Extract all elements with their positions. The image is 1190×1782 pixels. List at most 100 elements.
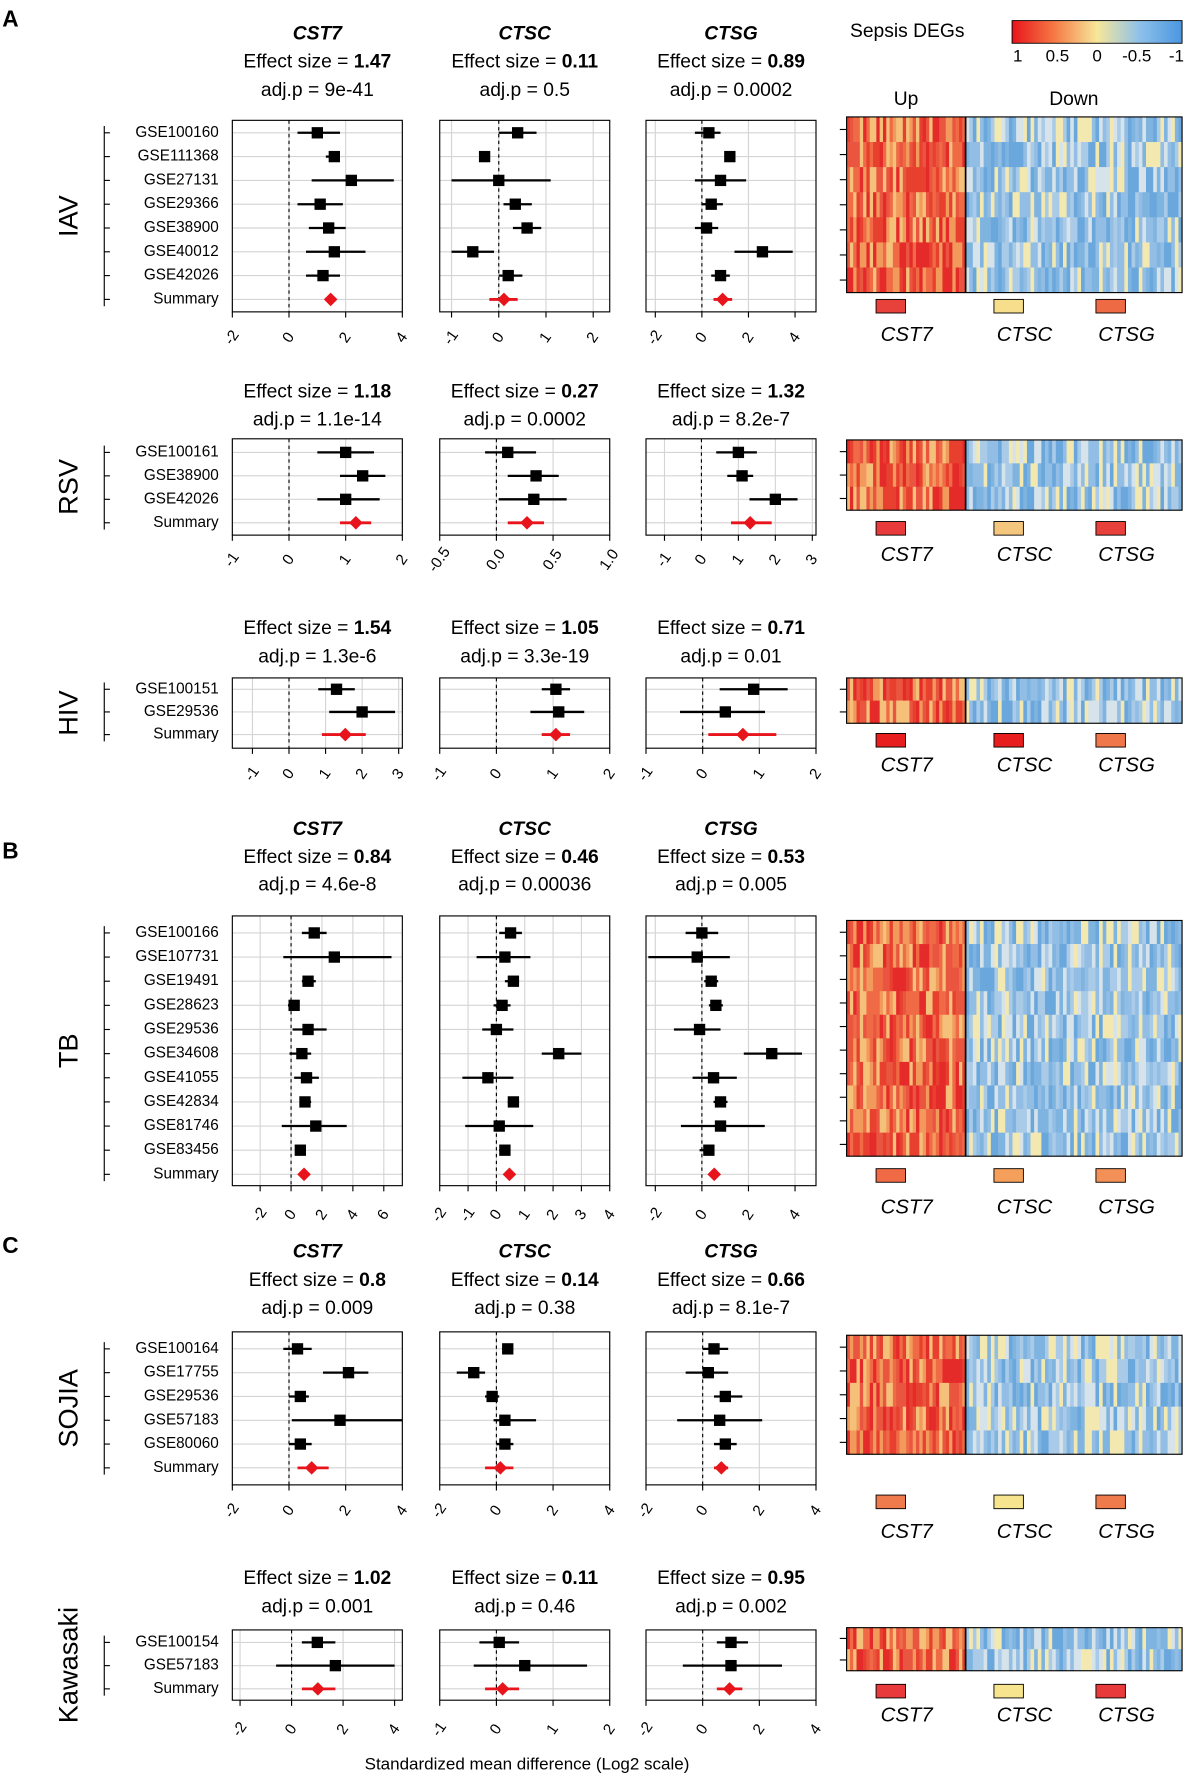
heatmap-cell bbox=[1084, 1038, 1089, 1063]
heatmap-cell bbox=[1117, 1132, 1122, 1157]
summary-label: Summary bbox=[153, 290, 219, 307]
heatmap-cell bbox=[1138, 677, 1143, 701]
heatmap-cell bbox=[1174, 1406, 1179, 1431]
heatmap-cell bbox=[1059, 463, 1064, 488]
heatmap-cell bbox=[849, 700, 854, 724]
heatmap-cell bbox=[1174, 1061, 1179, 1086]
heatmap-cell bbox=[1127, 944, 1132, 968]
gene-swatch bbox=[993, 1168, 1024, 1183]
heatmap-cell bbox=[955, 1430, 960, 1455]
heatmap-cell bbox=[935, 1627, 940, 1650]
heatmap-cell bbox=[1117, 142, 1122, 168]
adj-p: adj.p = 9e-41 bbox=[261, 80, 374, 101]
heatmap-cell bbox=[1164, 217, 1168, 243]
heatmap-cell bbox=[976, 439, 981, 464]
effect-point bbox=[323, 222, 335, 234]
heatmap-cell bbox=[1030, 267, 1035, 293]
heatmap-cell bbox=[1044, 700, 1049, 724]
heatmap-cell bbox=[998, 1085, 1003, 1110]
heatmap-cell bbox=[925, 1109, 930, 1133]
heatmap-cell bbox=[892, 1085, 897, 1110]
heatmap-cell bbox=[1041, 1132, 1046, 1157]
heatmap-cell bbox=[1149, 142, 1154, 168]
x-tick-label: 2 bbox=[312, 1207, 331, 1224]
heatmap-cell bbox=[853, 1335, 857, 1360]
heatmap-cell bbox=[912, 463, 917, 488]
effect-point bbox=[294, 1144, 306, 1156]
x-tick-label: 2 bbox=[352, 766, 371, 783]
heatmap-cell bbox=[1005, 1430, 1010, 1455]
heatmap-cell bbox=[1088, 944, 1093, 968]
heatmap-cell bbox=[886, 217, 890, 243]
heatmap-cell bbox=[942, 486, 947, 511]
heatmap-cell bbox=[1044, 1014, 1049, 1039]
heatmap-cell bbox=[972, 116, 977, 143]
heatmap-cell bbox=[1153, 967, 1158, 992]
heatmap-cell bbox=[1145, 116, 1150, 143]
heatmap-cell bbox=[945, 439, 950, 464]
heatmap-cell bbox=[1030, 1649, 1035, 1672]
effect-point bbox=[328, 150, 340, 163]
heatmap-cell bbox=[1063, 920, 1067, 945]
adj-p-value: 0.009 bbox=[325, 1298, 373, 1319]
heatmap-cell bbox=[1174, 1085, 1179, 1110]
heatmap-cell bbox=[1109, 463, 1114, 488]
heatmap-cell bbox=[863, 1627, 867, 1650]
heatmap-cell bbox=[1099, 1649, 1104, 1672]
heatmap-cell bbox=[889, 1627, 894, 1650]
heatmap-cell bbox=[949, 1430, 953, 1455]
heatmap-cell bbox=[962, 920, 966, 945]
heatmap-cell bbox=[1016, 463, 1021, 488]
heatmap-cell bbox=[958, 1038, 963, 1063]
heatmap-cell bbox=[869, 677, 874, 701]
heatmap-cell bbox=[1052, 439, 1057, 464]
heatmap-cell bbox=[1081, 1627, 1085, 1650]
heatmap-cell bbox=[919, 1132, 923, 1157]
heatmap-cell bbox=[1120, 1359, 1125, 1384]
heatmap-cell bbox=[846, 116, 851, 143]
heatmap-cell bbox=[1145, 1038, 1150, 1063]
heatmap-cell bbox=[965, 1109, 970, 1133]
heatmap-cell bbox=[1077, 486, 1082, 511]
heatmap-cell bbox=[853, 439, 857, 464]
heatmap-cell bbox=[1037, 192, 1042, 218]
heatmap-cell bbox=[949, 1038, 953, 1063]
heatmap-cell bbox=[949, 1061, 953, 1086]
heatmap-cell bbox=[965, 991, 970, 1016]
study-label: GSE40012 bbox=[144, 243, 219, 260]
heatmap-cell bbox=[846, 1649, 851, 1672]
summary-label: Summary bbox=[153, 1459, 219, 1476]
heatmap-cell bbox=[1073, 1430, 1078, 1455]
heatmap-cell bbox=[1124, 1061, 1129, 1086]
heatmap-cell bbox=[1102, 1649, 1107, 1672]
heatmap-cell bbox=[1113, 1085, 1118, 1110]
heatmap-cell bbox=[919, 192, 923, 218]
heatmap-cell bbox=[873, 700, 877, 724]
heatmap-cell bbox=[1156, 1061, 1161, 1086]
heatmap-cell bbox=[876, 920, 880, 945]
heatmap-cell bbox=[1142, 242, 1147, 268]
heatmap-cell bbox=[1131, 1359, 1136, 1384]
heatmap-cell bbox=[1034, 242, 1039, 268]
heatmap-cell bbox=[1019, 1649, 1024, 1672]
heatmap-cell bbox=[1131, 463, 1136, 488]
heatmap-cell bbox=[1099, 1085, 1104, 1110]
plot-frame bbox=[231, 438, 403, 536]
heatmap-cell bbox=[1073, 1627, 1078, 1650]
heatmap-cell bbox=[1156, 486, 1161, 511]
heatmap-cell bbox=[1135, 1109, 1140, 1133]
heatmap-cell bbox=[1044, 167, 1049, 193]
heatmap-cell bbox=[958, 1061, 963, 1086]
heatmap-cell bbox=[1088, 242, 1093, 268]
heatmap-cell bbox=[949, 991, 953, 1016]
heatmap-cell bbox=[1113, 192, 1118, 218]
heatmap-cell bbox=[1138, 1406, 1143, 1431]
study-label: GSE29536 bbox=[144, 703, 219, 720]
heatmap-cell bbox=[939, 167, 943, 193]
heatmap-cell bbox=[1030, 1085, 1035, 1110]
adj-p-value: 1.1e-14 bbox=[317, 410, 383, 431]
heatmap-cell bbox=[1156, 1014, 1161, 1039]
heatmap-cell bbox=[1174, 463, 1179, 488]
heatmap-cell bbox=[942, 920, 947, 945]
heatmap-cell bbox=[925, 1132, 930, 1157]
